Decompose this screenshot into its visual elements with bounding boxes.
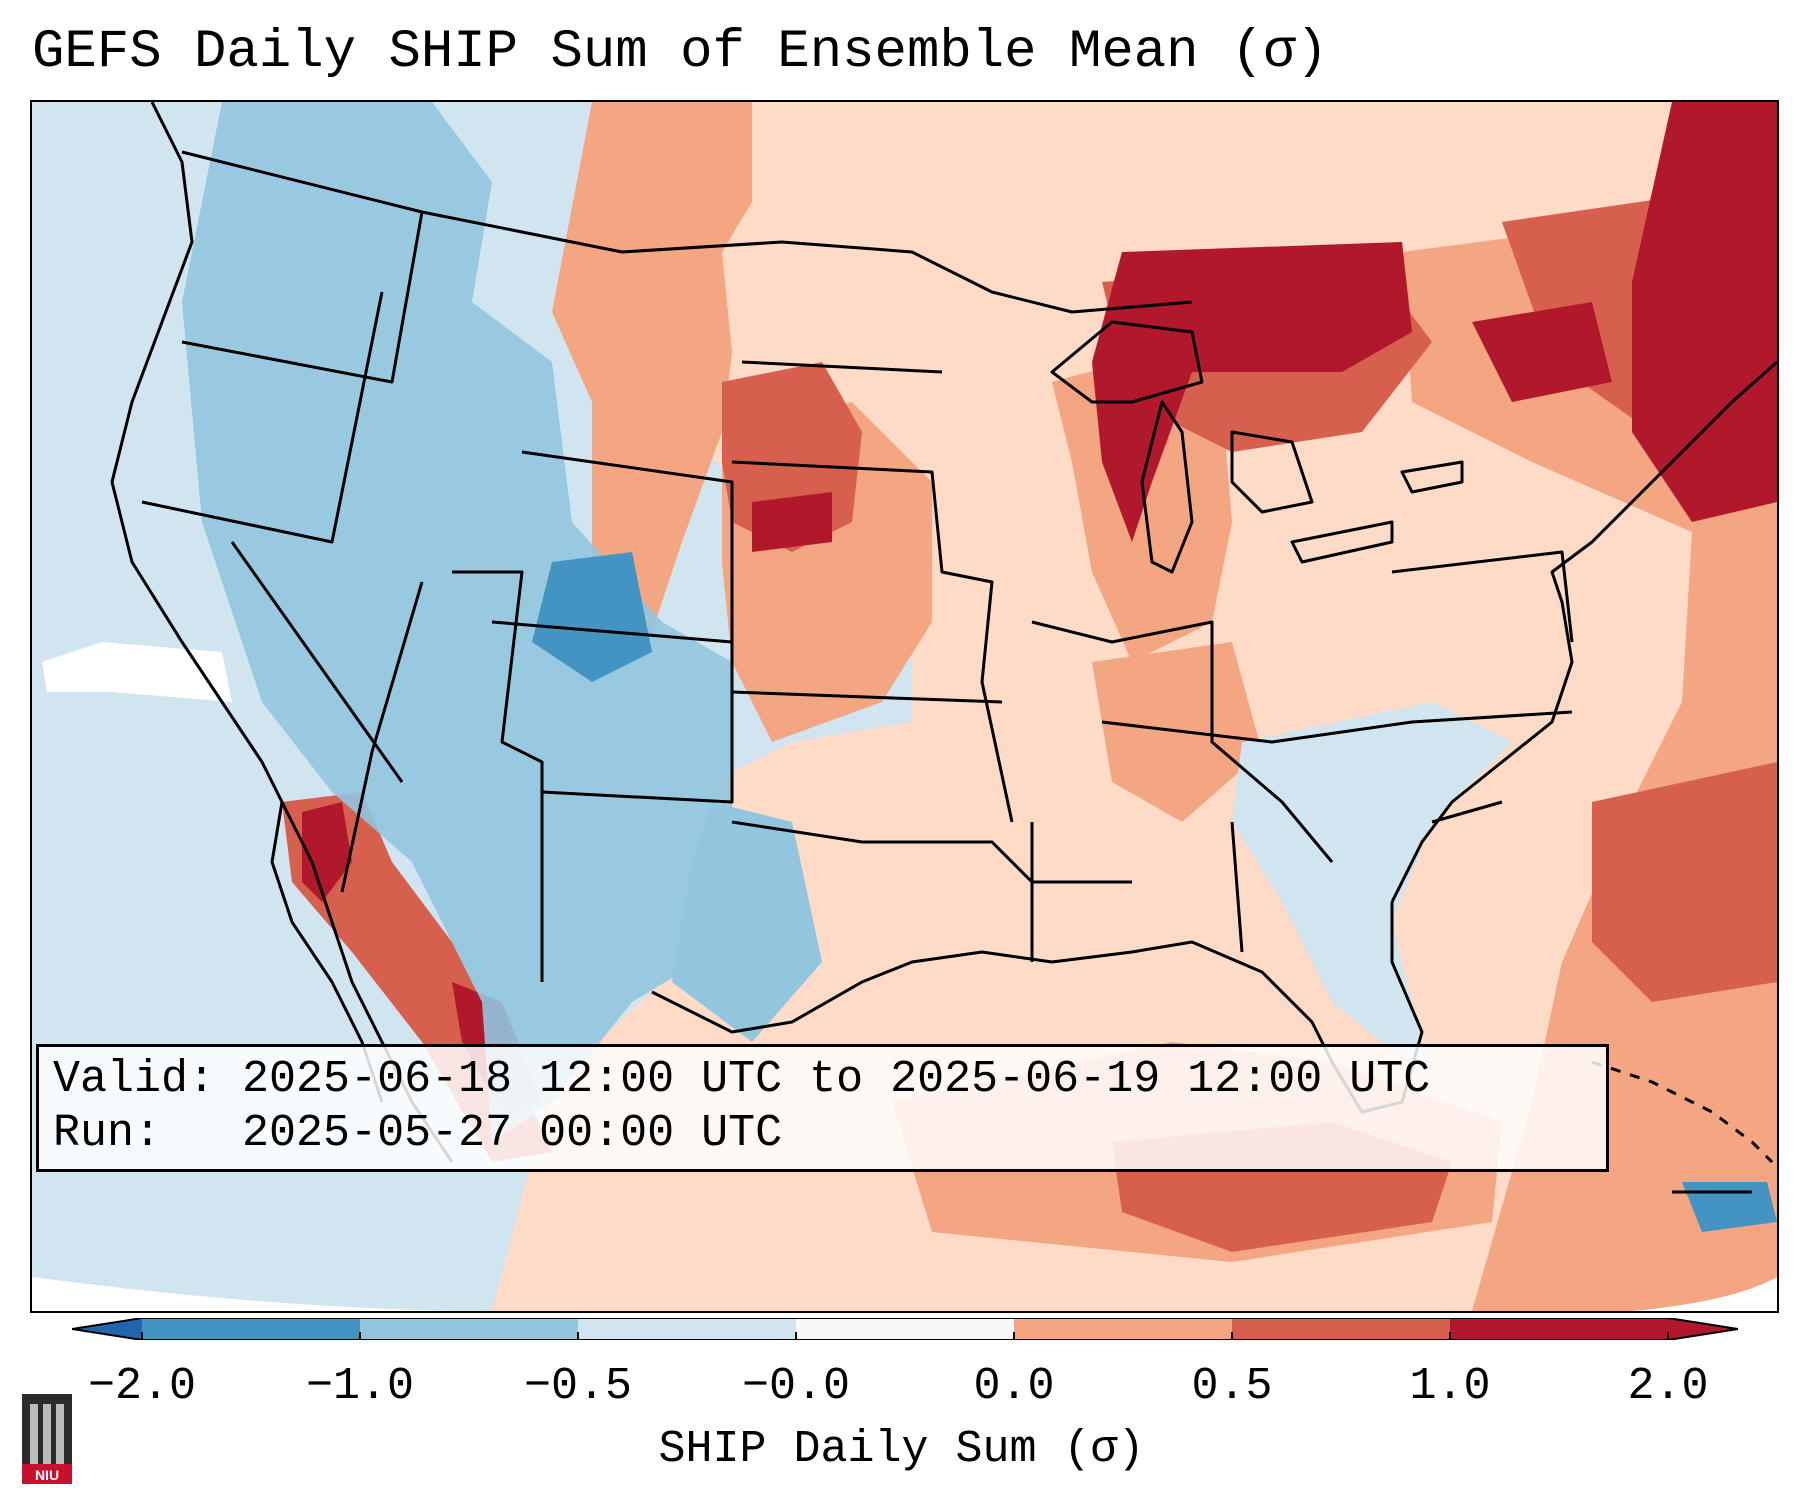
lake-erie bbox=[1290, 520, 1394, 564]
colorbar-segment bbox=[1450, 1318, 1669, 1340]
bahamas-islands bbox=[1591, 1060, 1774, 1164]
lake-huron bbox=[1230, 430, 1314, 514]
texas-border bbox=[731, 820, 1132, 884]
colorbar-tick-label: 0.5 bbox=[1191, 1361, 1273, 1412]
pennsylvania-border bbox=[1391, 550, 1574, 643]
colorado-newmexico-border bbox=[541, 642, 734, 804]
oregon-idaho-border bbox=[141, 291, 384, 544]
colorbar-segment bbox=[578, 1318, 797, 1340]
pacific-coastline bbox=[110, 102, 454, 1163]
kansas-oklahoma-border bbox=[731, 690, 1003, 704]
valid-label: Valid: bbox=[53, 1054, 216, 1105]
lake-michigan bbox=[1140, 400, 1194, 574]
colorbar-tick-label: −2.0 bbox=[87, 1361, 197, 1412]
info-box: Valid: 2025-06-18 12:00 UTC to 2025-06-1… bbox=[36, 1044, 1609, 1172]
canada-border bbox=[181, 150, 1193, 314]
colorbar-extend-high bbox=[1668, 1318, 1738, 1340]
plains-borders bbox=[731, 460, 1014, 823]
wyoming-colorado-border bbox=[491, 450, 734, 644]
colorbar-tick-label: 0.0 bbox=[973, 1361, 1055, 1412]
valid-row: Valid: 2025-06-18 12:00 UTC to 2025-06-1… bbox=[53, 1053, 1592, 1107]
colorbar-segment bbox=[796, 1318, 1015, 1340]
colorbar-segment bbox=[1232, 1318, 1451, 1340]
colorbar-extend-low bbox=[72, 1318, 142, 1340]
colorbar-tick-label: 2.0 bbox=[1627, 1361, 1709, 1412]
lake-ontario bbox=[1400, 460, 1464, 494]
colorbar-tick-label: −0.0 bbox=[741, 1361, 851, 1412]
valid-value: 2025-06-18 12:00 UTC to 2025-06-19 12:00… bbox=[242, 1054, 1431, 1105]
utah-border bbox=[452, 570, 544, 982]
colorbar-label: SHIP Daily Sum (σ) bbox=[658, 1424, 1145, 1475]
run-row: Run: 2025-05-27 00:00 UTC bbox=[53, 1107, 1592, 1161]
tennessee-nc-border bbox=[1101, 710, 1573, 744]
colorbar bbox=[72, 1318, 1738, 1340]
colorbar-tick-label: −0.5 bbox=[523, 1361, 633, 1412]
lake-superior bbox=[1050, 320, 1204, 404]
colorbar-segments bbox=[72, 1318, 1738, 1340]
dakotas-border bbox=[741, 360, 943, 374]
colorbar-tick-label: −1.0 bbox=[305, 1361, 415, 1412]
colorbar-tick-label: 1.0 bbox=[1409, 1361, 1491, 1412]
map-title: GEFS Daily SHIP Sum of Ensemble Mean (σ) bbox=[32, 22, 1329, 83]
atlantic-coastline bbox=[1390, 360, 1777, 903]
niu-logo: NIU bbox=[22, 1394, 72, 1484]
midwest-borders bbox=[1031, 620, 1334, 863]
colorbar-segment bbox=[142, 1318, 361, 1340]
colorbar-segment bbox=[360, 1318, 579, 1340]
alabama-georgia-border bbox=[1230, 821, 1244, 953]
washington-oregon-border bbox=[181, 211, 424, 384]
carolinas-border bbox=[1431, 800, 1503, 824]
run-value: 2025-05-27 00:00 UTC bbox=[242, 1108, 783, 1159]
nevada-arizona-border bbox=[340, 581, 424, 893]
run-label: Run: bbox=[53, 1108, 162, 1159]
colorbar-segment bbox=[1014, 1318, 1233, 1340]
logo-text: NIU bbox=[35, 1467, 59, 1483]
